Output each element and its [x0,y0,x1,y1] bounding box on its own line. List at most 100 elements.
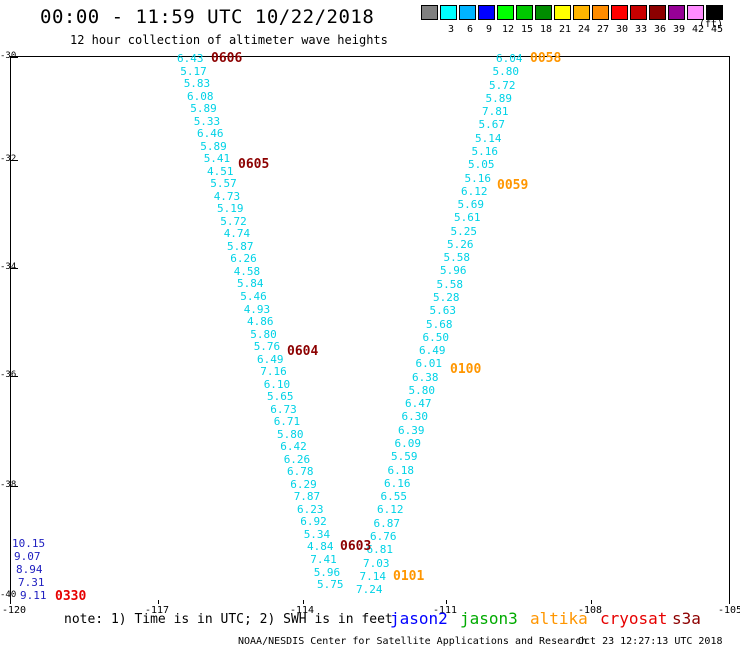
wave-height-value: 10.15 [12,537,46,550]
color-scale-label: 21 [558,24,572,35]
wave-height-value: 5.76 [253,340,281,353]
wave-height-value: 7.41 [310,553,337,566]
color-scale-swatch [478,5,495,20]
color-scale-swatch [535,5,552,20]
color-scale-label: 39 [672,24,686,35]
y-axis-label: -40 [0,590,17,600]
wave-height-value: 5.63 [429,304,457,318]
wave-height-value: 5.19 [217,202,244,216]
wave-height-value: 6.12 [461,184,488,198]
y-axis-tick [10,486,18,487]
color-scale-label: 18 [539,24,553,35]
wave-height-value: 5.80 [492,65,520,79]
wave-height-value: 5.67 [478,118,506,132]
legend-jason2: jason2 [390,609,448,628]
pass-time-label: 0606 [211,51,243,66]
wave-height-value: 5.16 [471,144,499,158]
legend-cryosat: cryosat [600,609,668,628]
x-axis-label: -114 [290,605,315,616]
pass-time-label: 0604 [287,344,319,359]
wave-height-value: 5.28 [433,291,460,304]
color-scale-unit: (ft) [699,19,724,30]
wave-height-value: 7.14 [359,569,387,583]
generation-timestamp: Oct 23 12:27:13 UTC 2018 [578,636,723,647]
y-axis-tick [10,160,18,161]
color-scale-label: 42 [691,24,705,35]
wave-height-value: 6.47 [405,397,432,411]
page-title: 00:00 - 11:59 UTC 10/22/2018 [40,6,375,28]
y-axis-label: -36 [0,370,17,380]
wave-height-value: 5.80 [408,383,436,397]
wave-height-value: 6.26 [283,452,311,466]
wave-height-value: 6.43 [177,52,204,65]
wave-height-value: 6.92 [300,515,327,529]
wave-height-value: 4.73 [213,189,241,203]
wave-height-value: 9.07 [14,550,41,563]
x-axis-tick [591,600,592,604]
color-scale-label: 3 [447,24,455,35]
pass-time-label: 0100 [450,362,482,377]
legend-altika: altika [530,609,588,628]
wave-height-value: 6.55 [380,490,408,504]
wave-height-value: 6.12 [377,503,404,517]
wave-height-value: 6.50 [422,330,450,344]
wave-height-value: 6.08 [187,89,214,103]
wave-height-value: 6.76 [370,529,397,543]
wave-height-value: 5.58 [443,251,471,265]
x-axis-tick [158,600,159,604]
wave-height-value: 5.89 [485,91,513,105]
x-axis-label: -111 [433,605,458,616]
color-scale-swatch [573,5,590,20]
x-axis-label: -105 [718,605,740,616]
y-axis-label: -32 [0,154,17,164]
footer-credit: NOAA/NESDIS Center for Satellite Applica… [238,636,588,647]
wave-height-value: 5.69 [457,198,485,211]
color-scale-label: 9 [485,24,493,35]
page-subtitle: 12 hour collection of altimeter wave hei… [70,33,388,47]
y-axis-tick [10,268,18,269]
pass-time-label: 0101 [393,569,425,584]
wave-height-value: 5.14 [475,131,502,145]
map-plot-area [10,56,730,604]
wave-height-value: 6.46 [197,127,224,141]
color-scale-label: 45 [710,24,724,35]
wave-height-value: 5.58 [436,277,464,291]
wave-height-value: 7.31 [18,576,45,589]
wave-height-value: 6.01 [415,357,443,371]
wave-height-value: 5.25 [450,224,478,238]
color-scale-label: 12 [501,24,515,35]
wave-height-value: 5.80 [250,327,277,341]
wave-height-value: 6.49 [257,352,284,366]
wave-height-value: 5.68 [426,317,453,331]
wave-height-value: 5.05 [468,158,495,172]
color-scale-swatch [611,5,628,20]
wave-height-value: 6.23 [297,502,324,516]
wave-height-value: 5.59 [391,450,418,464]
legend-jason3: jason3 [460,609,518,628]
wave-height-value: 6.78 [287,465,314,479]
wave-height-value: 5.84 [237,277,264,291]
pass-time-label: 0059 [497,178,529,193]
x-axis-tick [446,600,447,604]
wave-height-value: 5.16 [464,171,492,185]
color-scale-label: 15 [520,24,534,35]
wave-height-value: 5.96 [313,565,341,579]
y-axis-tick [10,57,18,58]
y-axis-label: -34 [0,262,17,272]
wave-height-value: 7.16 [260,365,287,379]
color-scale-swatch [649,5,666,20]
wave-height-value: 5.80 [277,427,304,441]
color-scale-swatch [421,5,438,20]
wave-height-value: 5.75 [317,578,344,591]
wave-height-value: 5.26 [447,237,474,251]
wave-height-value: 5.87 [227,239,254,253]
color-scale-swatch [440,5,457,20]
wave-height-value: 7.87 [293,490,321,504]
color-scale-swatch [668,5,685,20]
wave-height-value: 5.46 [240,290,267,303]
wave-height-value: 5.57 [210,177,237,191]
y-axis-label: -38 [0,480,17,490]
wave-height-value: 4.58 [233,264,261,278]
color-scale-label: 24 [577,24,591,35]
wave-height-value: 5.65 [267,390,294,404]
